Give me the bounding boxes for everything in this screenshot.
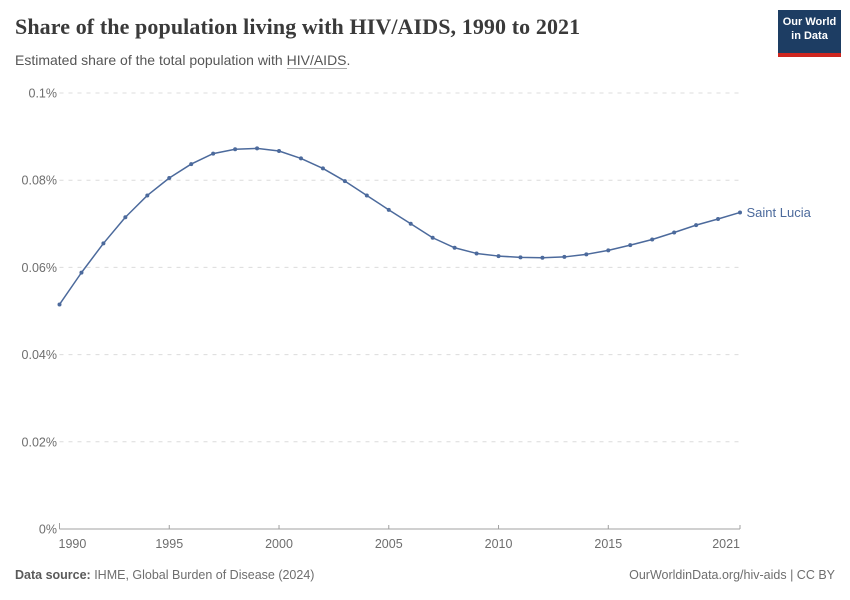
data-point[interactable] [628, 243, 633, 248]
data-point[interactable] [430, 235, 435, 240]
chart-footer: Data source: IHME, Global Burden of Dise… [15, 568, 835, 582]
x-tick-label: 2010 [485, 537, 513, 551]
data-point[interactable] [540, 255, 545, 260]
x-tick-label: 2015 [594, 537, 622, 551]
data-point[interactable] [474, 251, 479, 256]
owid-logo-line1: Our World [782, 16, 837, 28]
data-point[interactable] [584, 252, 589, 257]
data-point[interactable] [650, 237, 655, 242]
data-point[interactable] [386, 207, 391, 212]
footer-license-link[interactable]: OurWorldinData.org/hiv-aids | CC BY [629, 568, 835, 582]
y-tick-label: 0.04% [22, 348, 57, 362]
data-point[interactable] [145, 193, 150, 198]
owid-logo-line2: in Data [791, 30, 828, 42]
chart-subtitle: Estimated share of the total population … [15, 52, 351, 69]
x-tick-label: 2005 [375, 537, 403, 551]
data-point[interactable] [496, 254, 501, 259]
subtitle-text: Estimated share of the total population … [15, 52, 287, 68]
data-point[interactable] [562, 254, 567, 259]
subtitle-period: . [346, 52, 351, 68]
data-point[interactable] [606, 248, 611, 253]
data-point[interactable] [342, 179, 347, 184]
data-point[interactable] [277, 148, 282, 153]
data-point[interactable] [189, 162, 194, 167]
data-point[interactable] [320, 166, 325, 171]
data-point[interactable] [672, 230, 677, 235]
y-tick-label: 0.08% [22, 174, 57, 188]
entity-label[interactable]: Saint Lucia [747, 205, 812, 220]
data-source-value: IHME, Global Burden of Disease (2024) [90, 568, 315, 582]
data-point[interactable] [364, 193, 369, 198]
data-point[interactable] [57, 302, 62, 307]
data-source-note: Data source: IHME, Global Burden of Dise… [15, 568, 314, 582]
x-tick-label: 1995 [155, 537, 183, 551]
data-point[interactable] [518, 255, 523, 260]
x-tick-label: 2021 [712, 537, 740, 551]
y-tick-label: 0% [39, 523, 57, 537]
data-point[interactable] [167, 176, 172, 181]
data-point[interactable] [452, 245, 457, 250]
data-point[interactable] [298, 156, 303, 161]
data-source-label: Data source: [15, 568, 91, 582]
data-point[interactable] [738, 210, 742, 215]
data-point[interactable] [716, 217, 721, 222]
y-tick-label: 0.02% [22, 435, 57, 449]
x-tick-label: 2000 [265, 537, 293, 551]
data-point[interactable] [101, 241, 106, 246]
chart-title: Share of the population living with HIV/… [15, 14, 581, 39]
owid-logo[interactable]: Our World in Data [778, 10, 841, 57]
data-point[interactable] [255, 146, 260, 151]
data-point[interactable] [408, 221, 413, 226]
y-tick-label: 0.1% [29, 87, 58, 101]
data-point[interactable] [79, 270, 84, 275]
data-point[interactable] [694, 223, 699, 228]
data-point[interactable] [211, 151, 216, 156]
series-line-saint-lucia[interactable] [58, 147, 741, 306]
x-tick-label: 1990 [59, 537, 87, 551]
y-tick-label: 0.06% [22, 261, 57, 275]
subtitle-hiv-aids-link[interactable]: HIV/AIDS [286, 52, 347, 69]
data-point[interactable] [233, 147, 238, 152]
data-point[interactable] [123, 215, 128, 220]
